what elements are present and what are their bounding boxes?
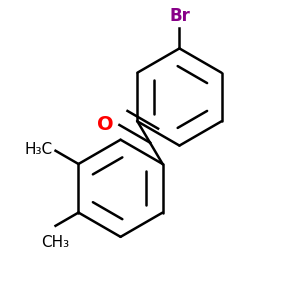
Text: Br: Br — [169, 7, 190, 25]
Text: O: O — [97, 115, 113, 134]
Text: CH₃: CH₃ — [41, 235, 70, 250]
Text: H₃C: H₃C — [25, 142, 52, 157]
